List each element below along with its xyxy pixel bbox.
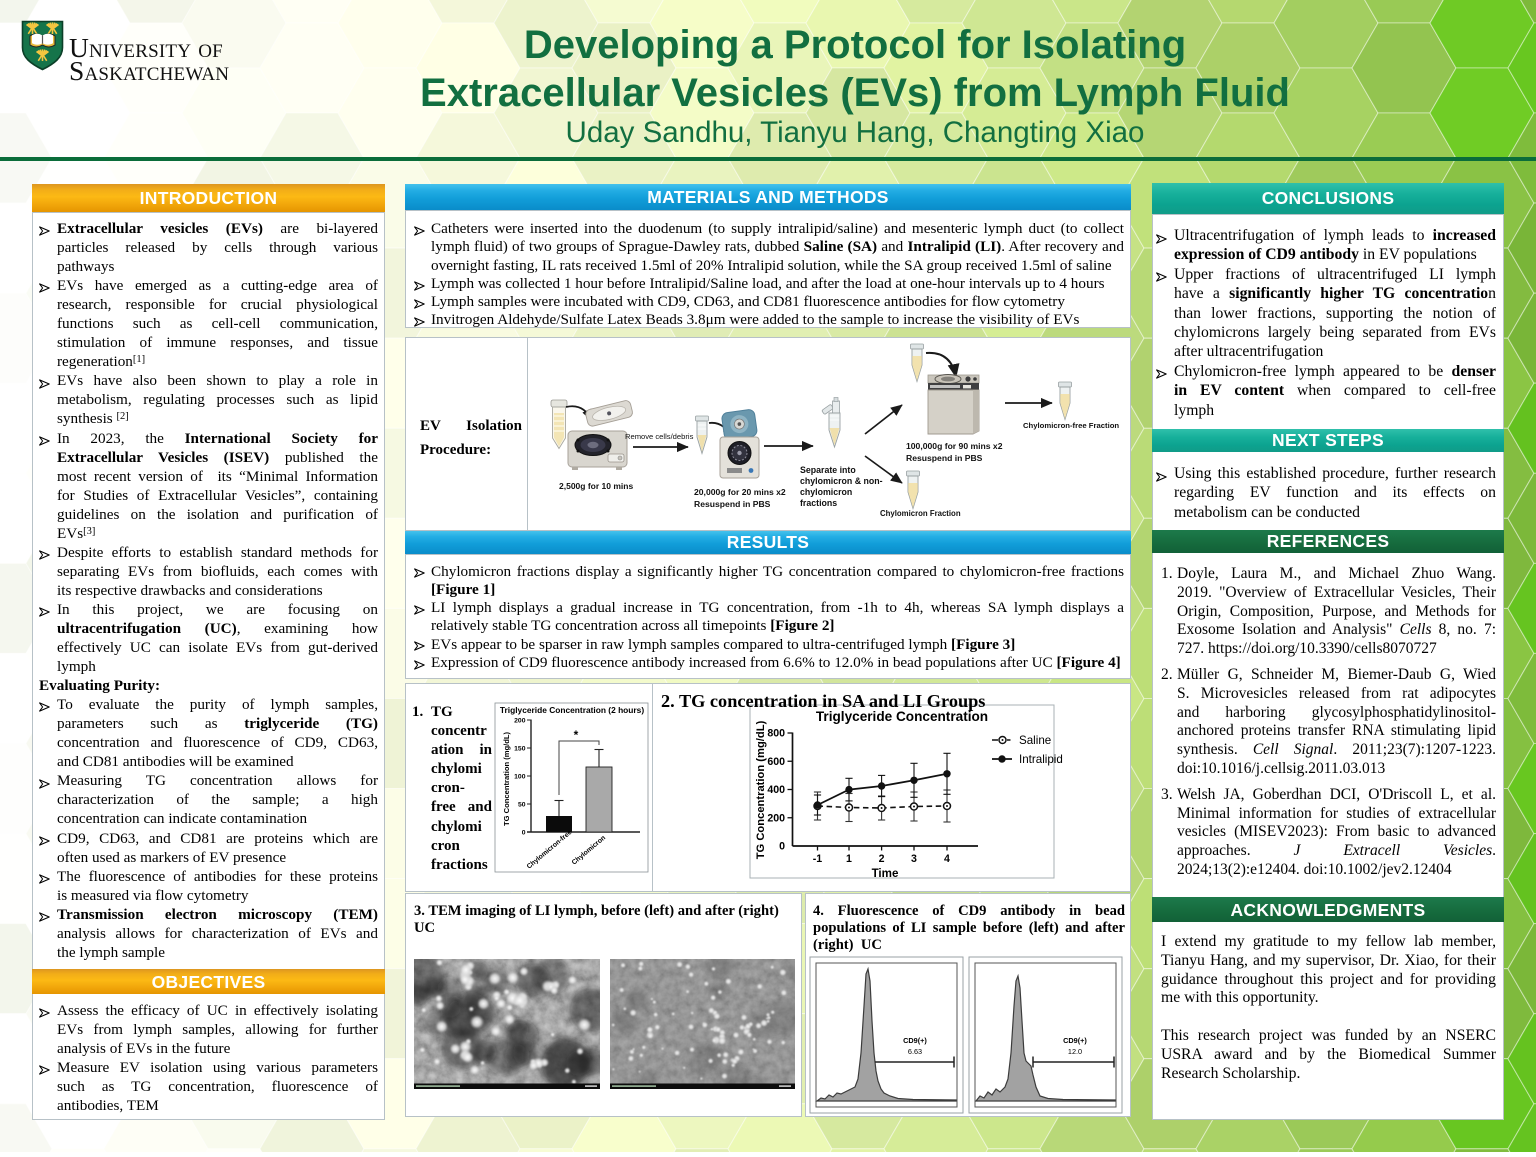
svg-text:12.0: 12.0: [1068, 1047, 1082, 1056]
svg-text:TG Concentration (mg/dL): TG Concentration (mg/dL): [502, 731, 511, 826]
svg-text:chylomicron & non-: chylomicron & non-: [800, 476, 883, 486]
svg-text:Chylomicron-free Fraction: Chylomicron-free Fraction: [1023, 421, 1119, 430]
svg-text:fractions: fractions: [800, 498, 837, 508]
svg-text:100: 100: [514, 774, 526, 781]
svg-text:Remove cells/debris: Remove cells/debris: [625, 432, 694, 441]
svg-text:3: 3: [911, 853, 917, 865]
svg-text:200: 200: [514, 718, 526, 725]
svg-text:Resuspend in PBS: Resuspend in PBS: [694, 499, 771, 509]
svg-text:Triglyceride Concentration (2: Triglyceride Concentration (2 hours): [500, 705, 644, 715]
svg-text:Intralipid: Intralipid: [1019, 753, 1063, 766]
svg-text:100,000g for 90 mins x2: 100,000g for 90 mins x2: [906, 441, 1003, 451]
svg-text:Chylomicron Fraction: Chylomicron Fraction: [880, 509, 961, 518]
svg-text:2,500g for 10 mins: 2,500g for 10 mins: [559, 481, 633, 491]
svg-text:2: 2: [879, 853, 885, 865]
svg-text:CD9(+): CD9(+): [903, 1036, 927, 1045]
svg-text:chylomicron: chylomicron: [800, 487, 852, 497]
svg-text:800: 800: [767, 728, 785, 740]
svg-text:0: 0: [522, 830, 526, 837]
svg-text:150: 150: [514, 746, 526, 753]
svg-text:4: 4: [944, 853, 950, 865]
svg-text:TG Concentration (mg/dL): TG Concentration (mg/dL): [755, 720, 767, 859]
svg-text:*: *: [574, 728, 579, 742]
svg-text:Separate into: Separate into: [800, 465, 856, 475]
svg-text:400: 400: [767, 784, 785, 796]
svg-text:1: 1: [846, 853, 852, 865]
svg-text:CD9(+): CD9(+): [1063, 1036, 1087, 1045]
svg-text:200: 200: [767, 812, 785, 824]
svg-text:50: 50: [518, 802, 526, 809]
svg-text:Triglyceride Concentration: Triglyceride Concentration: [816, 709, 988, 724]
svg-text:6.63: 6.63: [908, 1047, 922, 1056]
svg-text:600: 600: [767, 756, 785, 768]
svg-text:20,000g for 20 mins x2: 20,000g for 20 mins x2: [694, 487, 786, 497]
svg-text:Resuspend in PBS: Resuspend in PBS: [906, 453, 983, 463]
svg-text:-1: -1: [813, 853, 823, 865]
svg-text:Time: Time: [872, 867, 899, 880]
svg-text:0: 0: [779, 841, 785, 853]
svg-text:Saline: Saline: [1019, 734, 1051, 747]
